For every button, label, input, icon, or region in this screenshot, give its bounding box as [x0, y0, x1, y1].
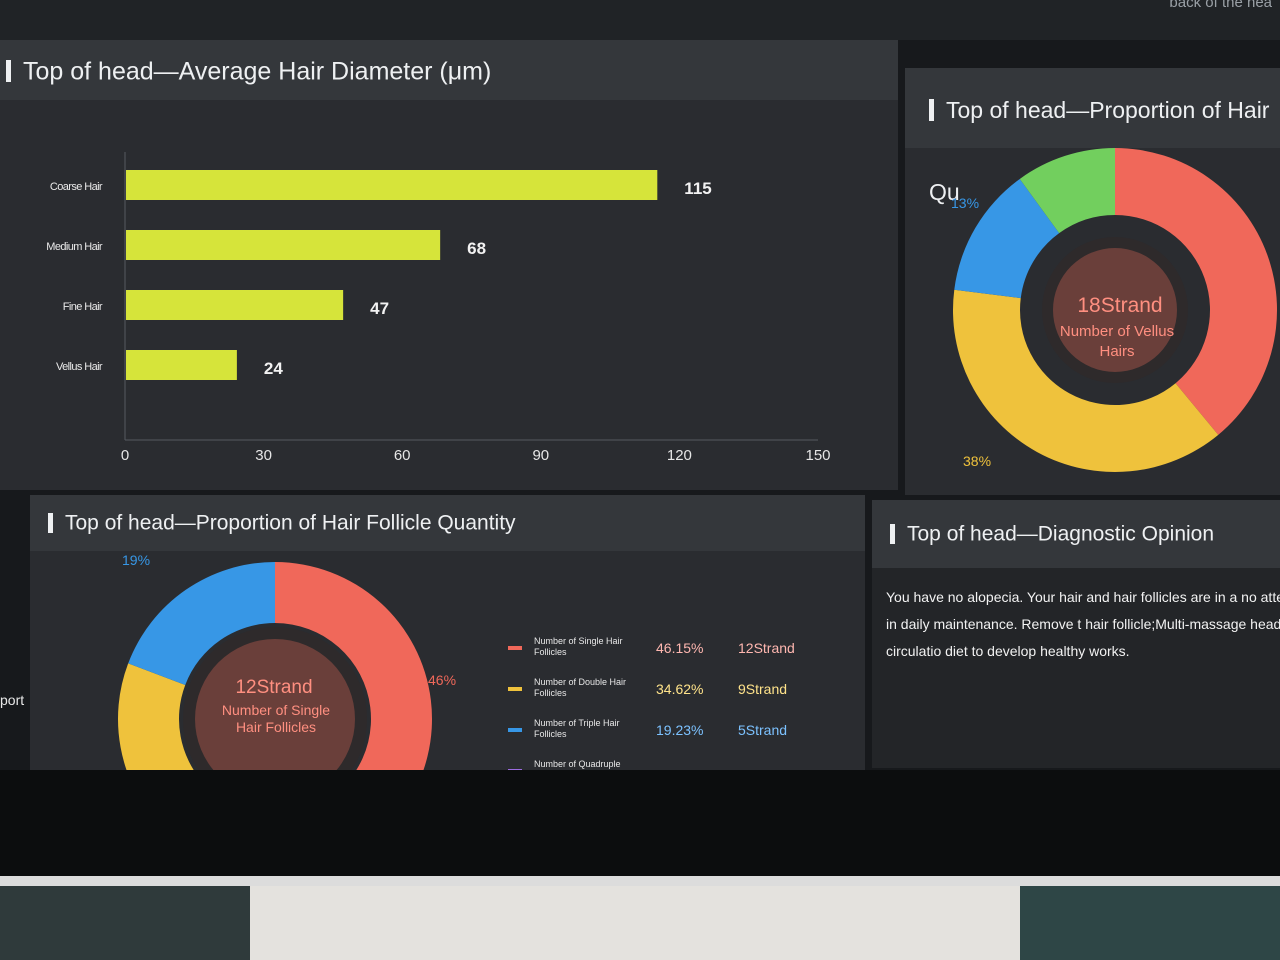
center-caption: Number of Vellus Hairs — [1060, 323, 1174, 360]
panel-title: Top of head—Proportion of Hair Follicle … — [65, 511, 516, 535]
slice-percent-label: 38% — [963, 453, 991, 469]
panel-title: Top of head—Average Hair Diameter (μm) — [23, 57, 492, 86]
legend-percent: 34.62% — [656, 681, 704, 697]
x-tick-label: 60 — [394, 447, 411, 464]
slice-number-of-double-hair-follicles — [118, 663, 194, 770]
slice-number-of-single-hair-follicles — [275, 562, 432, 770]
slice-red — [1115, 148, 1277, 435]
monitor-stand — [250, 886, 1020, 960]
legend-percent: 46.15% — [656, 640, 704, 656]
legend-row: Number of Double Hair Follicles 34.62% 9St… — [508, 677, 848, 701]
panel-header: Top of head—Diagnostic Opinion — [872, 500, 1280, 568]
title-marker — [6, 60, 11, 83]
legend-swatch — [508, 646, 522, 650]
panel-header: Top of head—Proportion of Hair Qu — [905, 68, 1280, 205]
x-tick-label: 90 — [532, 447, 549, 464]
donut-center — [1053, 248, 1177, 372]
category-label: Medium Hair — [46, 241, 103, 253]
panel-title: Top of head—Proportion of Hair Qu — [929, 96, 1270, 205]
title-marker — [929, 98, 934, 121]
follicle-quantity-panel: Top of head—Proportion of Hair Follicle … — [30, 495, 865, 770]
avg-hair-diameter-panel: Top of head—Average Hair Diameter (μm) C… — [0, 40, 898, 490]
slice-percent-label: 19% — [122, 552, 150, 568]
x-tick-label: 150 — [805, 447, 830, 464]
left-edge-label: port — [0, 692, 25, 708]
category-label: Coarse Hair — [50, 181, 103, 193]
legend-label: Number of Quadruple — [534, 759, 621, 769]
legend-row: Number of Single Hair Follicles 46.15% 12S… — [508, 636, 848, 660]
value-label: 24 — [264, 359, 283, 378]
donut-center — [195, 639, 355, 770]
panel-header: Top of head—Average Hair Diameter (μm) — [0, 40, 898, 100]
slice-percent-label: 13% — [951, 195, 979, 211]
desk-left — [0, 886, 250, 960]
monitor-bottom-edge — [0, 876, 1280, 886]
center-value: 18Strand — [1077, 294, 1162, 317]
legend-count: 9Strand — [738, 681, 788, 697]
monitor-screen: back of the hea Top of head—Average Hair… — [0, 0, 1280, 880]
legend-swatch — [508, 687, 522, 691]
title-marker — [890, 524, 895, 545]
slice-green — [1019, 148, 1115, 234]
panel-header: Top of head—Proportion of Hair Follicle … — [30, 495, 865, 551]
legend-swatch — [508, 728, 522, 732]
center-value: 12Strand — [235, 677, 312, 698]
category-label: Vellus Hair — [56, 361, 103, 373]
slice-yellow — [953, 289, 1219, 473]
legend-swatch — [508, 769, 522, 770]
hair-quality-donut: 18Strand Number of Vellus Hairs 38% 13% — [951, 148, 1277, 473]
diagnostic-opinion-panel: Top of head—Diagnostic Opinion You have … — [872, 500, 1280, 768]
slice-percent-label: 46% — [428, 672, 456, 688]
hair-quality-panel: Top of head—Proportion of Hair Qu 18Stra… — [905, 68, 1280, 495]
bar-coarse-hair — [126, 170, 658, 200]
x-tick-label: 120 — [667, 447, 692, 464]
x-tick-label: 30 — [255, 447, 272, 464]
value-label: 68 — [467, 239, 486, 258]
value-label: 115 — [684, 179, 711, 198]
slice-blue — [954, 178, 1060, 299]
bar-medium-hair — [126, 230, 441, 260]
title-marker — [48, 513, 53, 534]
bar-fine-hair — [126, 290, 344, 320]
top-hint: back of the hea — [1169, 0, 1272, 11]
bar-vellus-hair — [126, 350, 237, 380]
monitor-bezel — [0, 770, 1280, 880]
legend-percent: 19.23% — [656, 722, 704, 738]
panel-title: Top of head—Diagnostic Opinion — [907, 522, 1215, 546]
diameter-bar-chart: Coarse Hair 115 Medium Hair 68 Fine Hair 47 Ve… — [46, 152, 831, 464]
follicle-donut: 12Strand Number of Single Hair Follicles … — [118, 552, 456, 770]
legend-label: Number of Double Hair Follicles — [534, 677, 627, 698]
legend-label: Number of Triple Hair Follicles — [534, 718, 620, 739]
slice-number-of-triple-hair-follicles — [128, 562, 275, 685]
diagnostic-text: You have no alopecia. Your hair and hair… — [886, 589, 1280, 659]
x-tick-label: 0 — [121, 447, 129, 464]
legend-row: Number of Quadruple — [508, 759, 848, 770]
top-strip: back of the hea — [0, 0, 1280, 40]
legend-row: Number of Triple Hair Follicles 19.23% 5St… — [508, 718, 848, 742]
center-caption: Number of Single Hair Follicles — [222, 702, 330, 735]
legend-count: 12Strand — [738, 640, 795, 656]
legend-label: Number of Single Hair Follicles — [534, 636, 623, 657]
legend-count: 5Strand — [738, 722, 788, 738]
category-label: Fine Hair — [63, 301, 103, 313]
value-label: 47 — [370, 299, 389, 318]
desk-right — [1020, 886, 1280, 960]
